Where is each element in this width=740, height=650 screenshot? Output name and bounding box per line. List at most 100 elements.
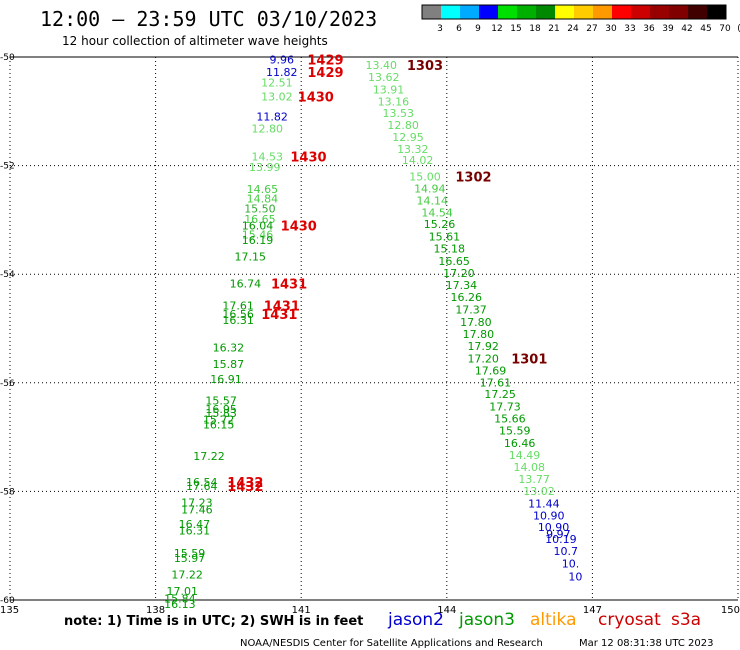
wave-height-label: 12.95 [392, 131, 424, 144]
wave-height-label: 14.14 [416, 194, 448, 207]
color-swatch [555, 5, 574, 19]
x-tick-label: 147 [583, 605, 602, 616]
wave-height-label: 17.37 [455, 303, 487, 316]
time-label: 1431 [271, 277, 307, 292]
wave-height-label: 17.15 [234, 250, 266, 263]
wave-height-label: 17.80 [463, 328, 495, 341]
wave-height-label: 14.49 [509, 449, 541, 462]
time-label: 1429 [307, 66, 343, 81]
chart-note: note: 1) Time is in UTC; 2) SWH is in fe… [64, 614, 363, 629]
legend-entry-jason2: jason2 [387, 610, 444, 630]
wave-height-label: 16.19 [242, 234, 274, 247]
time-label: 1302 [455, 170, 491, 185]
y-tick-label: -58 [0, 487, 15, 497]
legend-entry-s3a: s3a [671, 610, 701, 630]
time-label: 1430 [290, 150, 326, 165]
time-label: 1432 [227, 476, 263, 491]
time-label: 1429 [307, 54, 343, 69]
wave-height-label: 16.47 [179, 518, 211, 531]
x-tick-label: 150 [721, 605, 740, 616]
wave-height-label: 16.74 [230, 277, 262, 290]
wave-height-label: 10. [562, 558, 580, 571]
wave-height-label: 14.02 [402, 154, 434, 167]
wave-height-label: 11.82 [266, 66, 298, 79]
wave-height-label: 17.22 [193, 450, 225, 463]
color-swatch [669, 5, 688, 19]
wave-height-label: 13.16 [378, 96, 410, 109]
y-tick-label: -60 [0, 596, 15, 606]
color-swatch [498, 5, 517, 19]
wave-height-label: 16.13 [164, 598, 196, 611]
wave-height-label: 17.34 [446, 279, 478, 292]
color-swatch [688, 5, 707, 19]
chart-subtitle: 12 hour collection of altimeter wave hei… [62, 34, 328, 48]
time-label: 1431 [264, 300, 300, 315]
wave-height-label: 15.57 [205, 395, 237, 408]
color-scale-label: 18 [529, 24, 541, 34]
wave-height-label: 16.91 [210, 373, 242, 386]
wave-height-label: 13.53 [383, 107, 415, 120]
legend-entry-jason3: jason3 [458, 610, 515, 630]
wave-height-label: 15.61 [429, 231, 461, 244]
wave-height-label: 16.26 [450, 291, 482, 304]
wave-height-label: 13.02 [261, 91, 293, 104]
wave-height-label: 15.00 [409, 170, 441, 183]
wave-height-label: 16.56 [222, 308, 254, 321]
color-swatch [593, 5, 612, 19]
wave-height-label: 13.02 [523, 485, 555, 498]
wave-height-label: 17.25 [484, 388, 516, 401]
x-tick-label: 141 [292, 605, 311, 616]
time-label: 1430 [281, 219, 317, 234]
wave-height-label: 15.46 [242, 229, 274, 242]
wave-height-label: 13.77 [518, 473, 550, 486]
color-scale-label: 21 [548, 24, 559, 34]
y-tick-label: -52 [0, 162, 15, 172]
chart-title: 12:00 — 23:59 UTC 03/10/2023 [40, 7, 377, 31]
wave-height-label: 10.90 [538, 521, 570, 534]
x-tick-label: 144 [437, 605, 456, 616]
color-scale-border [421, 4, 727, 20]
wave-height-label: 14.53 [251, 150, 283, 163]
wave-height-label: 11.82 [256, 111, 288, 124]
wave-height-label: 16.95 [205, 403, 237, 416]
wave-height-label: 15.18 [433, 243, 465, 256]
y-axis-ticks: -50 -52 -54 -56 -58 -60 [0, 53, 15, 606]
footer-timestamp: Mar 12 08:31:38 UTC 2023 [579, 638, 714, 649]
color-scale-label: 27 [586, 24, 597, 34]
wave-height-label: 14.84 [247, 193, 279, 206]
plot-area [10, 56, 738, 601]
wave-height-label: 10 [568, 571, 582, 584]
wave-height-label: 10.90 [533, 509, 565, 522]
wave-height-label: 15.87 [213, 358, 245, 371]
color-scale-label: 36 [643, 24, 655, 34]
time-labels: 1429142914301430143014311431143114321432… [227, 54, 547, 495]
color-swatch [460, 5, 479, 19]
wave-height-label: 12.80 [251, 123, 283, 136]
time-label: 1303 [407, 59, 443, 74]
color-swatch [707, 5, 726, 19]
wave-height-label: 15.84 [164, 592, 196, 605]
wave-height-label: 14.65 [247, 183, 279, 196]
wave-height-label: 16.65 [438, 255, 470, 268]
color-scale-label: 24 [567, 24, 579, 34]
y-tick-label: -56 [0, 379, 15, 389]
color-scale-label: 30 [605, 24, 617, 34]
wave-height-label: 15.72 [203, 414, 235, 427]
wave-height-label: 15.97 [174, 552, 206, 565]
wave-height-labels: 9.9611.8212.5113.0211.8212.8014.5313.991… [164, 54, 582, 611]
color-scale-label: 33 [624, 24, 635, 34]
wave-height-label: 13.62 [368, 71, 400, 84]
color-swatch [612, 5, 631, 19]
wave-height-label: 15.66 [494, 413, 526, 426]
footer-source: NOAA/NESDIS Center for Satellite Applica… [240, 638, 543, 649]
wave-height-label: 17.01 [167, 585, 199, 598]
color-swatch [574, 5, 593, 19]
wave-height-label: 17.61 [222, 300, 254, 313]
wave-height-label: 15.59 [174, 547, 206, 560]
x-tick-label: 135 [0, 605, 19, 616]
color-swatch [650, 5, 669, 19]
wave-height-label: 9.97 [546, 528, 571, 541]
color-swatch [517, 5, 536, 19]
time-label: 1430 [298, 91, 334, 106]
